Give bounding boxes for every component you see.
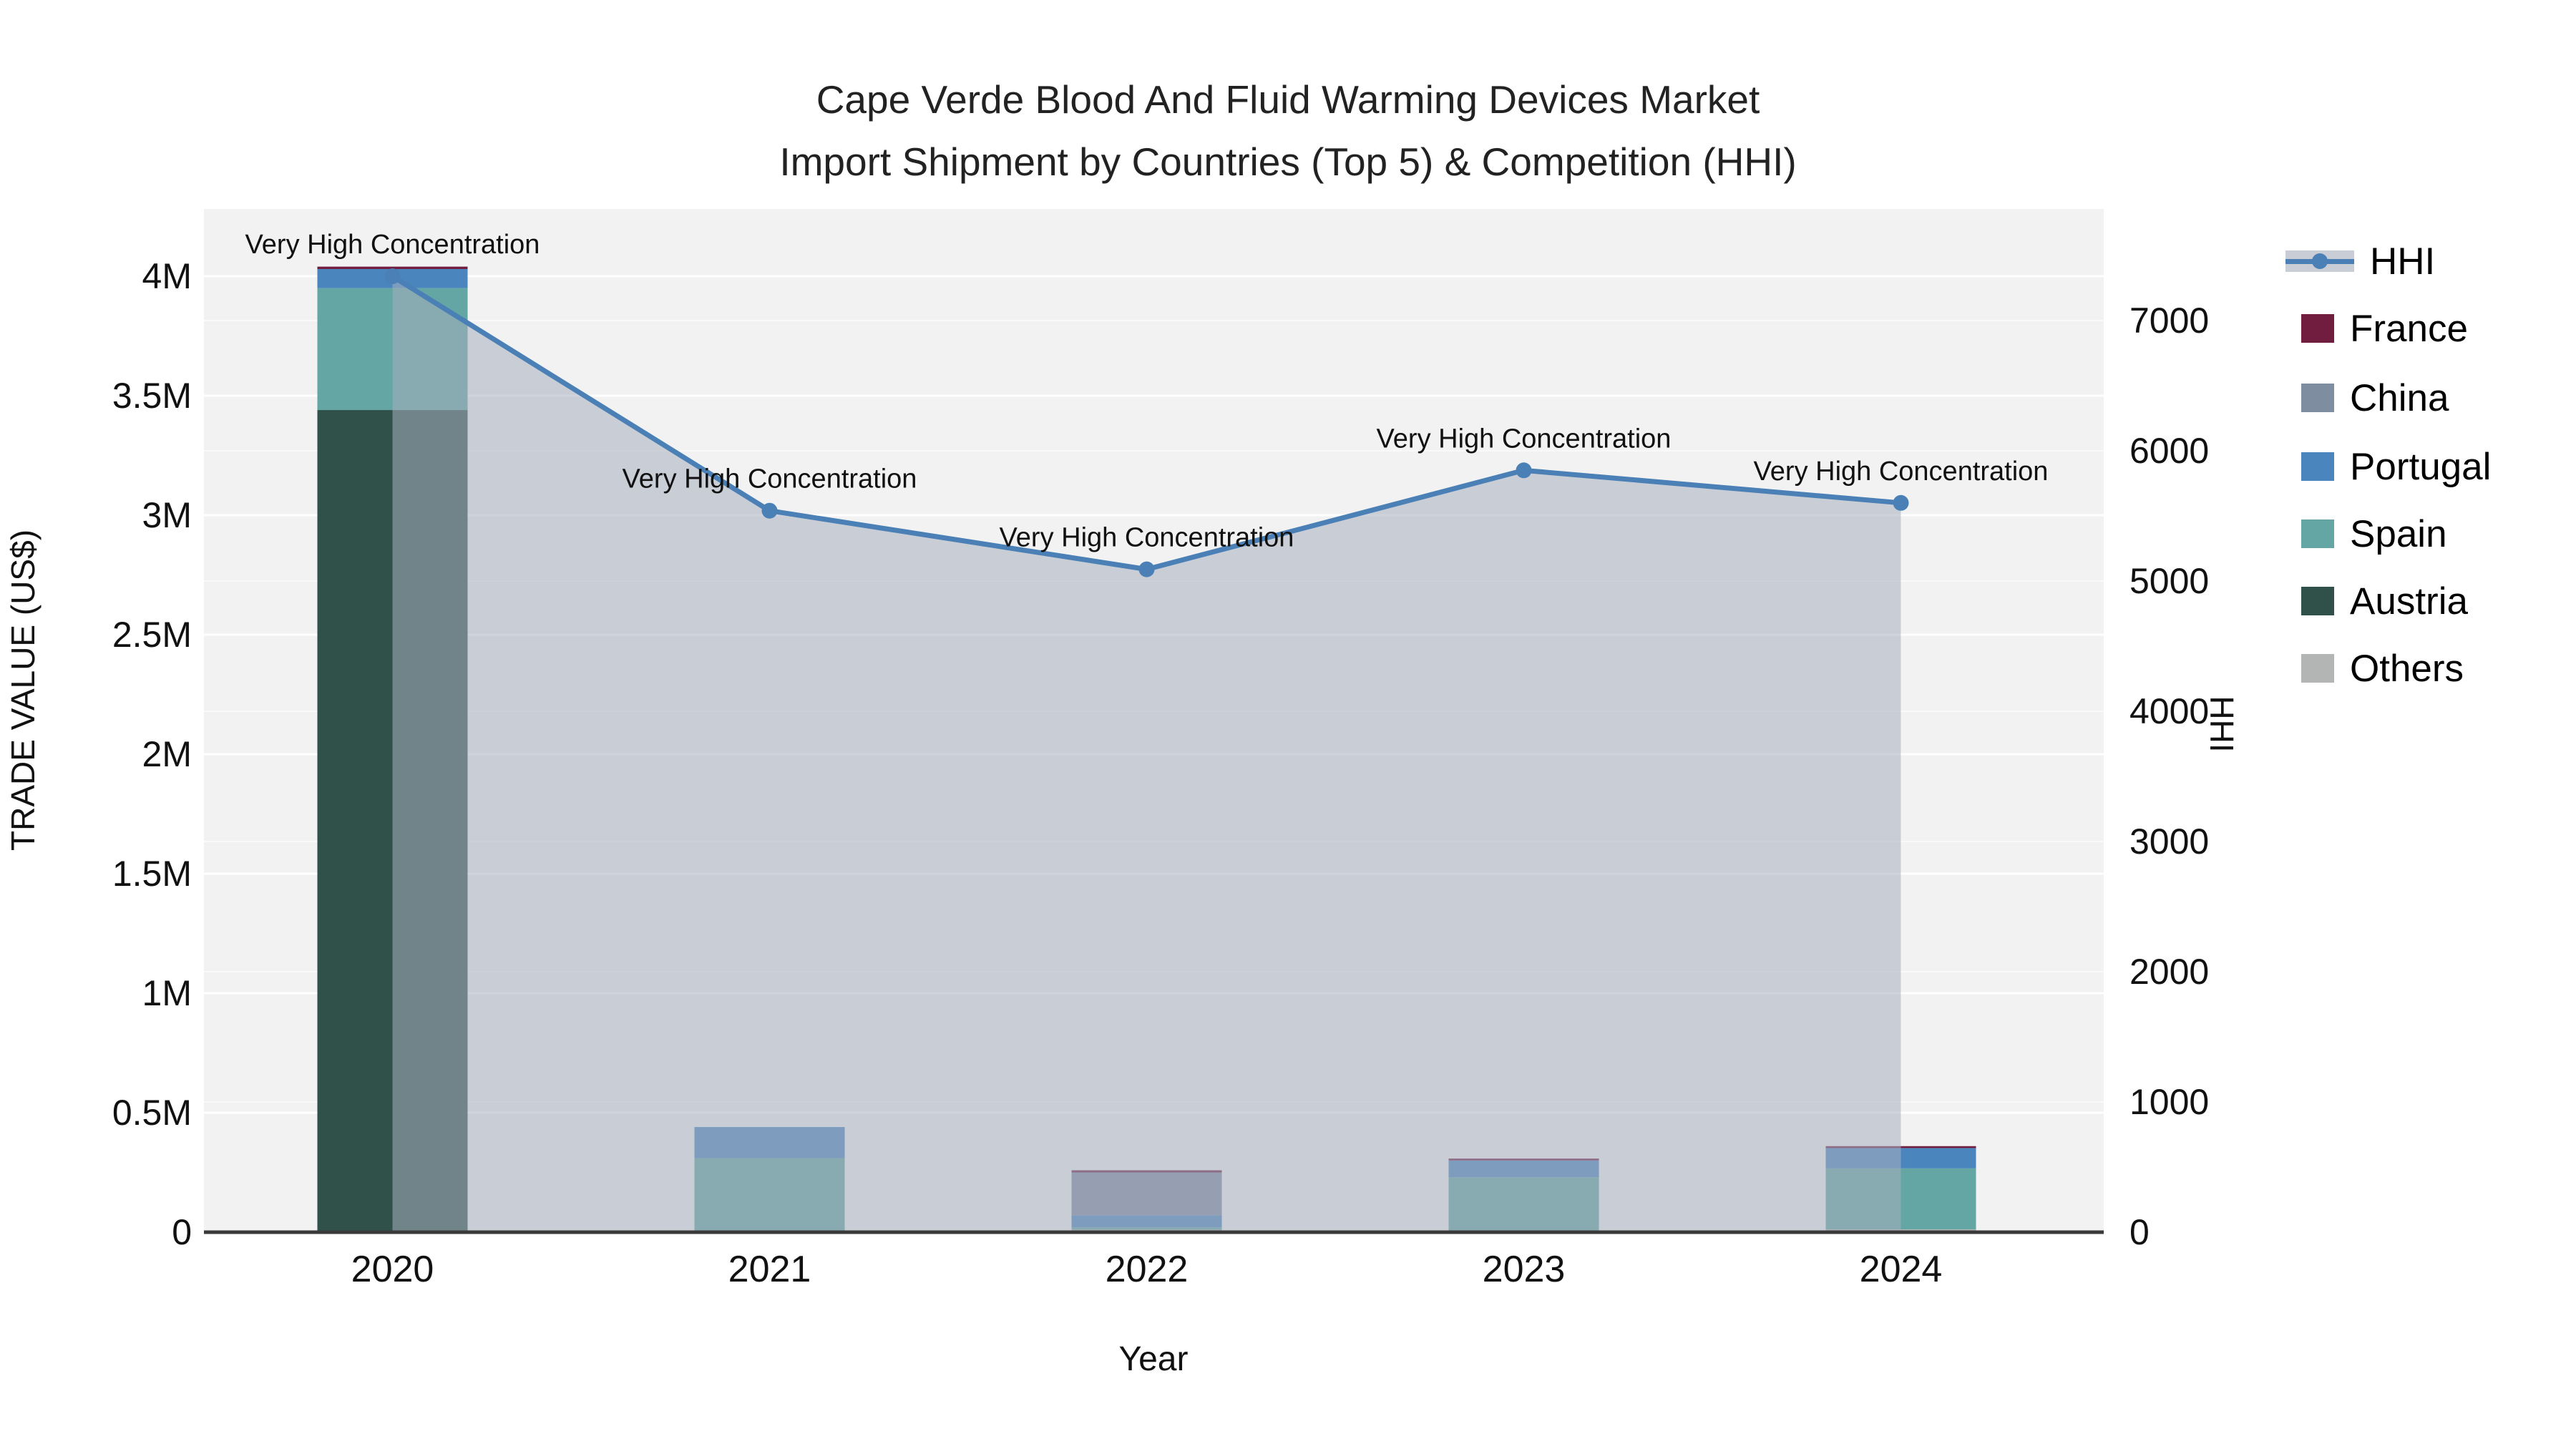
right-axis-tick-4000: 4000 bbox=[2129, 691, 2209, 731]
annotation-2021: Very High Concentration bbox=[623, 464, 917, 494]
right-axis-title: HHI bbox=[2203, 696, 2240, 753]
hhi-line-sample-icon bbox=[2285, 250, 2354, 272]
right-axis-tick-0: 0 bbox=[2129, 1212, 2150, 1252]
legend-item-austria[interactable]: Austria bbox=[2283, 580, 2468, 623]
hhi-marker-2024 bbox=[1893, 494, 1909, 511]
left-axis-tick-3M: 3M bbox=[142, 495, 192, 535]
legend-swatch-portugal bbox=[2301, 452, 2334, 481]
legend-label-others: Others bbox=[2350, 647, 2464, 690]
legend-item-france[interactable]: France bbox=[2283, 308, 2468, 350]
legend-swatch-china bbox=[2301, 384, 2334, 412]
chart-title-line2: Import Shipment by Countries (Top 5) & C… bbox=[779, 140, 1797, 184]
annotation-2023: Very High Concentration bbox=[1377, 424, 1672, 454]
annotation-2022: Very High Concentration bbox=[1000, 523, 1294, 553]
left-axis-title: TRADE VALUE (US$) bbox=[4, 529, 42, 851]
x-axis-tick-2023: 2023 bbox=[1483, 1249, 1566, 1290]
left-axis-tick-0: 0 bbox=[172, 1212, 192, 1252]
legend-swatch-spain bbox=[2301, 519, 2334, 548]
annotation-2020: Very High Concentration bbox=[245, 230, 540, 260]
x-axis-tick-2020: 2020 bbox=[351, 1249, 434, 1290]
right-axis-tick-7000: 7000 bbox=[2129, 301, 2209, 341]
hhi-marker-2020 bbox=[384, 268, 401, 285]
legend-item-portugal[interactable]: Portugal bbox=[2283, 446, 2491, 488]
left-axis-tick-4M: 4M bbox=[142, 256, 192, 296]
legend-label-spain: Spain bbox=[2350, 512, 2447, 555]
legend-item-hhi[interactable]: HHI bbox=[2283, 240, 2435, 283]
bar-segment-france-2020 bbox=[317, 266, 468, 269]
annotation-2024: Very High Concentration bbox=[1754, 457, 2049, 487]
hhi-marker-2022 bbox=[1138, 561, 1155, 577]
right-axis-tick-3000: 3000 bbox=[2129, 821, 2209, 862]
legend: HHI France China Portugal Spain Austria Others bbox=[2283, 0, 2569, 1449]
hhi-marker-2021 bbox=[761, 502, 778, 519]
chart-title-line1: Cape Verde Blood And Fluid Warming Devic… bbox=[816, 77, 1760, 122]
chart-title: Cape Verde Blood And Fluid Warming Devic… bbox=[0, 69, 2576, 193]
right-axis-tick-1000: 1000 bbox=[2129, 1082, 2209, 1122]
legend-swatch-france bbox=[2301, 314, 2334, 343]
right-axis-tick-2000: 2000 bbox=[2129, 952, 2209, 992]
legend-item-china[interactable]: China bbox=[2283, 377, 2449, 419]
x-axis-title: Year bbox=[1118, 1340, 1189, 1378]
legend-label-austria: Austria bbox=[2350, 580, 2468, 623]
left-axis-tick-2M: 2M bbox=[142, 734, 192, 774]
left-axis-tick-1M: 1M bbox=[142, 973, 192, 1013]
right-axis-tick-6000: 6000 bbox=[2129, 431, 2209, 471]
legend-item-others[interactable]: Others bbox=[2283, 648, 2464, 690]
legend-label-china: China bbox=[2350, 376, 2449, 419]
legend-swatch-others bbox=[2301, 654, 2334, 683]
x-axis-tick-2022: 2022 bbox=[1106, 1249, 1189, 1290]
legend-swatch-austria bbox=[2301, 587, 2334, 615]
right-axis-tick-5000: 5000 bbox=[2129, 561, 2209, 601]
left-axis-tick-0.5M: 0.5M bbox=[112, 1093, 192, 1133]
legend-label-portugal: Portugal bbox=[2350, 445, 2492, 488]
x-axis-tick-2021: 2021 bbox=[728, 1249, 811, 1290]
hhi-marker-2023 bbox=[1516, 462, 1532, 479]
left-axis-tick-1.5M: 1.5M bbox=[112, 854, 192, 894]
left-axis-tick-3.5M: 3.5M bbox=[112, 376, 192, 416]
legend-label-hhi: HHI bbox=[2370, 240, 2436, 283]
left-axis-tick-2.5M: 2.5M bbox=[112, 615, 192, 655]
x-axis-tick-2024: 2024 bbox=[1860, 1249, 1943, 1290]
legend-item-spain[interactable]: Spain bbox=[2283, 513, 2447, 555]
legend-label-france: France bbox=[2350, 307, 2468, 350]
